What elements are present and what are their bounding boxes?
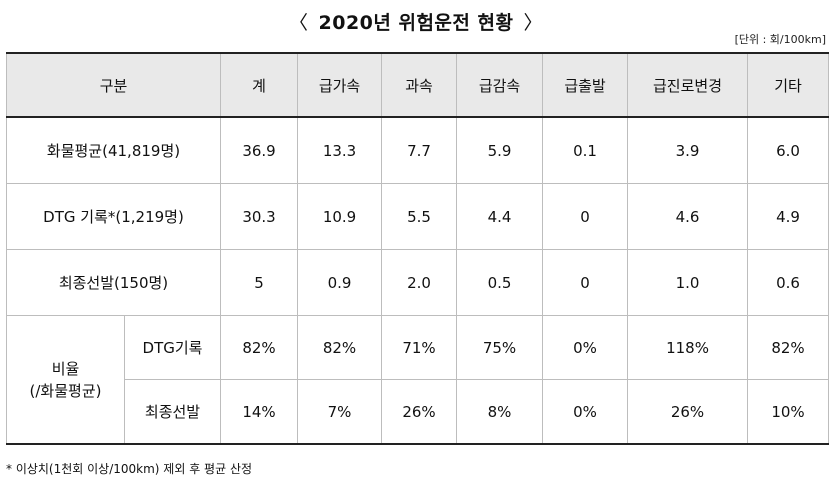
page-title: 〈 2020년 위험운전 현황 〉 — [0, 8, 832, 35]
cell: 0.6 — [747, 249, 830, 316]
header-category: 구분 — [5, 52, 222, 118]
row-label: DTG기록 — [123, 315, 222, 380]
cell: 2.0 — [381, 249, 458, 316]
cell: 82% — [220, 315, 299, 380]
header-row: 구분 계 급가속 과속 급감속 급출발 급진로변경 기타 — [5, 52, 830, 118]
cell: 7% — [297, 379, 383, 445]
cell: 4.6 — [627, 183, 749, 250]
cell: 1.0 — [627, 249, 749, 316]
cell: 10% — [747, 379, 830, 445]
cell: 0% — [542, 379, 629, 445]
header-rapid-accel: 급가속 — [297, 52, 383, 118]
cell: 0% — [542, 315, 629, 380]
unit-label: [단위 : 회/100km] — [734, 33, 826, 46]
ratio-group-label: 비율 (/화물평균) — [6, 315, 125, 445]
header-other: 기타 — [747, 52, 830, 118]
cell: 26% — [627, 379, 749, 445]
header-total: 계 — [220, 52, 299, 118]
cell: 0.1 — [542, 116, 629, 184]
row-label: 최종선발(150명) — [5, 249, 222, 316]
cell: 6.0 — [747, 116, 830, 184]
cell: 7.7 — [381, 116, 458, 184]
cell: 8% — [456, 379, 544, 445]
cell: 30.3 — [220, 183, 299, 250]
cell: 26% — [381, 379, 458, 445]
cell: 75% — [456, 315, 544, 380]
header-rapid-decel: 급감속 — [456, 52, 544, 118]
cell: 3.9 — [627, 116, 749, 184]
cell: 14% — [220, 379, 299, 445]
header-rapid-start: 급출발 — [542, 52, 629, 118]
cell: 5.9 — [456, 116, 544, 184]
cell: 5 — [220, 249, 299, 316]
cell: 0.5 — [456, 249, 544, 316]
left-bracket: 〈 — [288, 12, 309, 34]
row-label: 최종선발 — [123, 379, 222, 445]
cell: 36.9 — [220, 116, 299, 184]
cell: 4.4 — [456, 183, 544, 250]
right-bracket: 〉 — [523, 12, 543, 34]
table-row: 최종선발(150명) 5 0.9 2.0 0.5 0 1.0 0.6 — [5, 249, 830, 316]
cell: 71% — [381, 315, 458, 380]
row-label: DTG 기록*(1,219명) — [5, 183, 222, 250]
cell: 4.9 — [747, 183, 830, 250]
cell: 0 — [542, 249, 629, 316]
table-row: DTG 기록*(1,219명) 30.3 10.9 5.5 4.4 0 4.6 … — [5, 183, 830, 250]
cell: 0 — [542, 183, 629, 250]
cell: 5.5 — [381, 183, 458, 250]
title-text: 2020년 위험운전 현황 — [318, 12, 514, 34]
table-row: 비율 (/화물평균) DTG기록 82% 82% 71% 75% 0% 118%… — [6, 315, 830, 445]
cell: 118% — [627, 315, 749, 380]
table-row: 화물평균(41,819명) 36.9 13.3 7.7 5.9 0.1 3.9 … — [5, 116, 830, 184]
cell: 82% — [747, 315, 830, 380]
table-row: 최종선발 14% 7% 26% 8% 0% 26% 10% — [7, 379, 830, 445]
cell: 10.9 — [297, 183, 383, 250]
risk-driving-table: 구분 계 급가속 과속 급감속 급출발 급진로변경 기타 화물평균(41,819… — [5, 52, 830, 445]
cell: 82% — [297, 315, 383, 380]
cell: 0.9 — [297, 249, 383, 316]
row-label: 화물평균(41,819명) — [5, 116, 222, 184]
header-rapid-lane-change: 급진로변경 — [627, 52, 749, 118]
header-speeding: 과속 — [381, 52, 458, 118]
cell: 13.3 — [297, 116, 383, 184]
footnote: * 이상치(1천회 이상/100km) 제외 후 평균 산정 — [6, 462, 253, 476]
